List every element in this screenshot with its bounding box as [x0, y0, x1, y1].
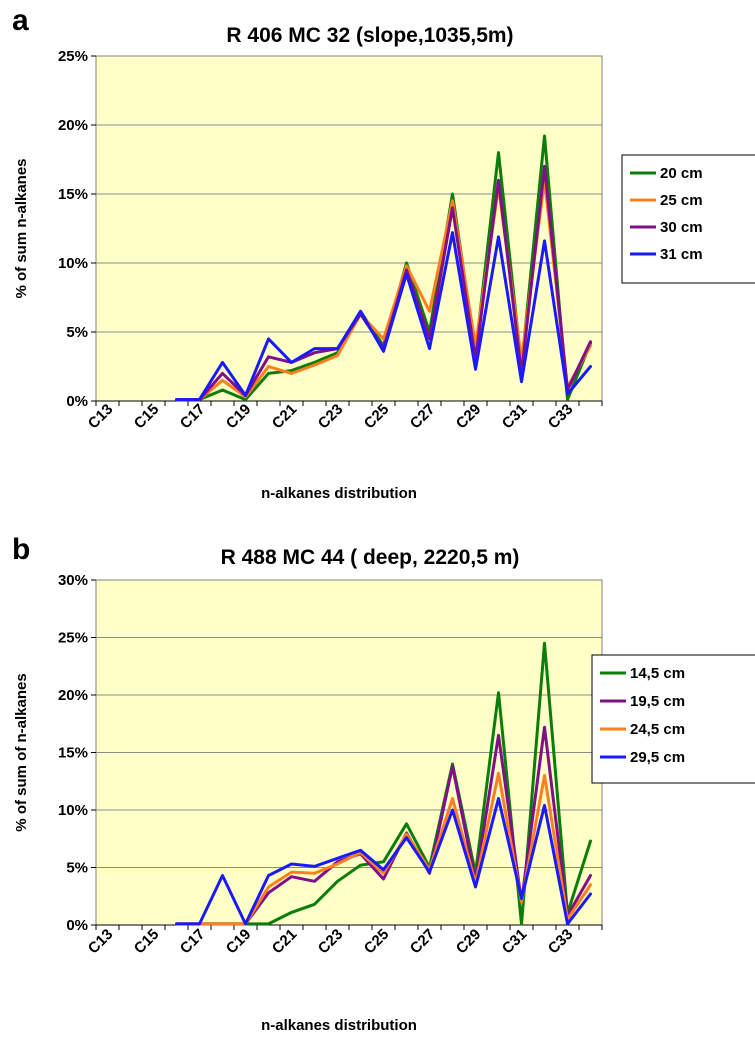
- x-tick-label: C25: [361, 926, 392, 957]
- legend-label: 19,5 cm: [630, 693, 685, 710]
- y-axis-label: % of sum n-alkanes: [13, 158, 30, 298]
- y-tick-label: 20%: [58, 117, 88, 134]
- legend-label: 29,5 cm: [630, 749, 685, 766]
- y-tick-label: 5%: [66, 324, 88, 341]
- x-tick-label: C15: [131, 926, 162, 957]
- chart-panel-b: b R 488 MC 44 ( deep, 2220,5 m) 0% 5% 10% 15%…: [12, 533, 755, 1034]
- x-tick-label: C21: [269, 926, 300, 957]
- series-line-4: [175, 797, 592, 926]
- x-tick-label: C31: [499, 926, 530, 957]
- x-tick-label: C33: [545, 926, 576, 957]
- x-tick-label: C27: [407, 401, 438, 432]
- legend: 20 cm 25 cm 30 cm 31 cm: [621, 154, 755, 284]
- panel-letter: b: [12, 533, 30, 566]
- legend-label: 24,5 cm: [630, 721, 685, 738]
- y-axis-label: % of sum of n-alkanes: [13, 673, 30, 831]
- legend-label: 14,5 cm: [630, 665, 685, 682]
- y-tick-label: 15%: [58, 745, 88, 762]
- y-tick-label: 10%: [58, 255, 88, 272]
- x-tick-label: C17: [177, 401, 208, 432]
- y-tick-label: 30%: [58, 572, 88, 589]
- y-tick-label: 0%: [66, 393, 88, 410]
- x-tick-label: C17: [177, 926, 208, 957]
- y-tick-label: 15%: [58, 186, 88, 203]
- legend-box: [621, 154, 755, 284]
- y-tick-label: 5%: [66, 860, 88, 877]
- x-tick-label: C19: [223, 401, 254, 432]
- x-tick-label: C13: [85, 401, 116, 432]
- y-tick-label: 0%: [66, 917, 88, 934]
- x-tick-label: C29: [453, 401, 484, 432]
- x-tick-label: C23: [315, 926, 346, 957]
- legend: 14,5 cm 19,5 cm 24,5 cm 29,5 cm: [591, 654, 755, 784]
- chart-title: R 406 MC 32 (slope,1035,5m): [226, 24, 513, 47]
- x-tick-label: C31: [499, 401, 530, 432]
- x-tick-label: C33: [545, 401, 576, 432]
- legend-label: 20 cm: [660, 165, 703, 182]
- y-tick-label: 25%: [58, 48, 88, 65]
- x-tick-label: C15: [131, 401, 162, 432]
- series-line-4: [175, 231, 592, 402]
- y-tick-label: 20%: [58, 687, 88, 704]
- x-axis-label: n-alkanes distribution: [261, 485, 417, 502]
- y-tick-label: 10%: [58, 802, 88, 819]
- x-tick-label: C27: [407, 926, 438, 957]
- legend-label: 30 cm: [660, 219, 703, 236]
- x-tick-label: C19: [223, 926, 254, 957]
- legend-label: 25 cm: [660, 192, 703, 209]
- panel-letter: a: [12, 4, 29, 37]
- y-tick-label: 25%: [58, 630, 88, 647]
- legend-label: 31 cm: [660, 246, 703, 263]
- legend-box: [591, 654, 755, 784]
- x-axis-label: n-alkanes distribution: [261, 1017, 417, 1034]
- x-tick-label: C23: [315, 401, 346, 432]
- x-tick-label: C29: [453, 926, 484, 957]
- x-tick-label: C13: [85, 926, 116, 957]
- chart-panel-a: a R 406 MC 32 (slope,1035,5m) 0% 5% 10% 15% 20…: [12, 4, 755, 502]
- chart-title: R 488 MC 44 ( deep, 2220,5 m): [221, 546, 520, 569]
- x-tick-label: C25: [361, 401, 392, 432]
- x-tick-label: C21: [269, 401, 300, 432]
